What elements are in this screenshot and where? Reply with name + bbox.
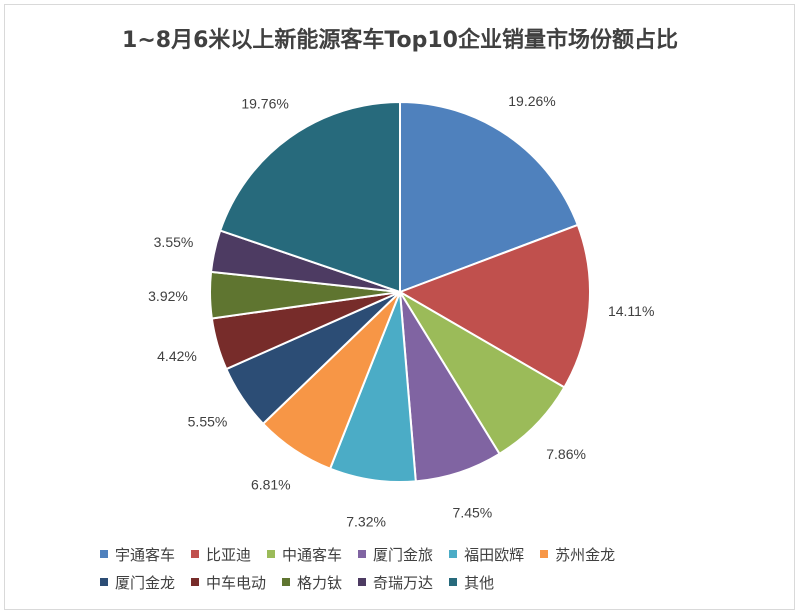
legend-label: 格力钛: [297, 573, 343, 592]
legend-label: 厦门金龙: [115, 573, 176, 592]
pie-slice: [399, 291, 566, 456]
legend-row: 宇通客车 比亚迪 中通客车 厦门金旅 福田欧辉 苏州金龙: [100, 540, 740, 568]
legend-swatch: [282, 578, 291, 586]
legend-item: 中车电动: [191, 572, 266, 593]
legend-label: 苏州金龙: [555, 545, 616, 564]
data-label: 7.86%: [546, 446, 586, 462]
legend-label: 福田欧辉: [464, 545, 525, 564]
legend-swatch: [358, 550, 367, 558]
legend-row: 厦门金龙 中车电动 格力钛 奇瑞万达 其他: [100, 568, 740, 596]
data-label: 19.26%: [508, 93, 555, 109]
legend-swatch: [267, 550, 276, 558]
pie-slice: [399, 100, 580, 294]
legend-swatch: [100, 550, 108, 558]
legend-item: 宇通客车: [100, 544, 175, 565]
legend-label: 其他: [464, 573, 495, 592]
data-label: 3.55%: [154, 234, 194, 250]
data-label: 7.45%: [453, 504, 493, 520]
legend-item: 其他: [449, 572, 494, 593]
legend-swatch: [540, 550, 549, 558]
legend-item: 厦门金龙: [100, 572, 175, 593]
legend-label: 奇瑞万达: [373, 573, 434, 592]
legend-swatch: [358, 578, 367, 586]
legend: 宇通客车 比亚迪 中通客车 厦门金旅 福田欧辉 苏州金龙 厦门金龙 中车电动 格力钛 奇瑞万达 其…: [100, 540, 740, 596]
data-label: 7.32%: [346, 514, 386, 530]
data-label: 3.92%: [148, 288, 188, 304]
legend-item: 苏州金龙: [540, 544, 615, 565]
legend-item: 福田欧辉: [449, 544, 524, 565]
legend-item: 奇瑞万达: [358, 572, 433, 593]
data-label: 14.11%: [608, 303, 654, 319]
chart-title: 1~8月6米以上新能源客车Top10企业销量市场份额占比: [122, 28, 678, 53]
legend-swatch: [191, 578, 200, 586]
legend-label: 中车电动: [206, 573, 267, 592]
data-label: 19.76%: [241, 95, 288, 111]
pie-slice: [218, 100, 401, 294]
legend-item: 比亚迪: [191, 544, 251, 565]
data-label: 5.55%: [188, 414, 228, 430]
legend-swatch: [191, 550, 200, 558]
pie-slice: [397, 223, 591, 389]
legend-label: 宇通客车: [115, 545, 176, 564]
legend-swatch: [100, 578, 108, 586]
legend-label: 中通客车: [282, 545, 343, 564]
data-label: 4.42%: [157, 348, 197, 364]
legend-label: 厦门金旅: [373, 545, 434, 564]
legend-swatch: [449, 578, 458, 586]
legend-item: 厦门金旅: [358, 544, 433, 565]
legend-item: 中通客车: [267, 544, 342, 565]
data-label: 6.81%: [251, 477, 291, 493]
legend-label: 比亚迪: [206, 545, 252, 564]
legend-item: 格力钛: [282, 572, 342, 593]
legend-swatch: [449, 550, 458, 558]
